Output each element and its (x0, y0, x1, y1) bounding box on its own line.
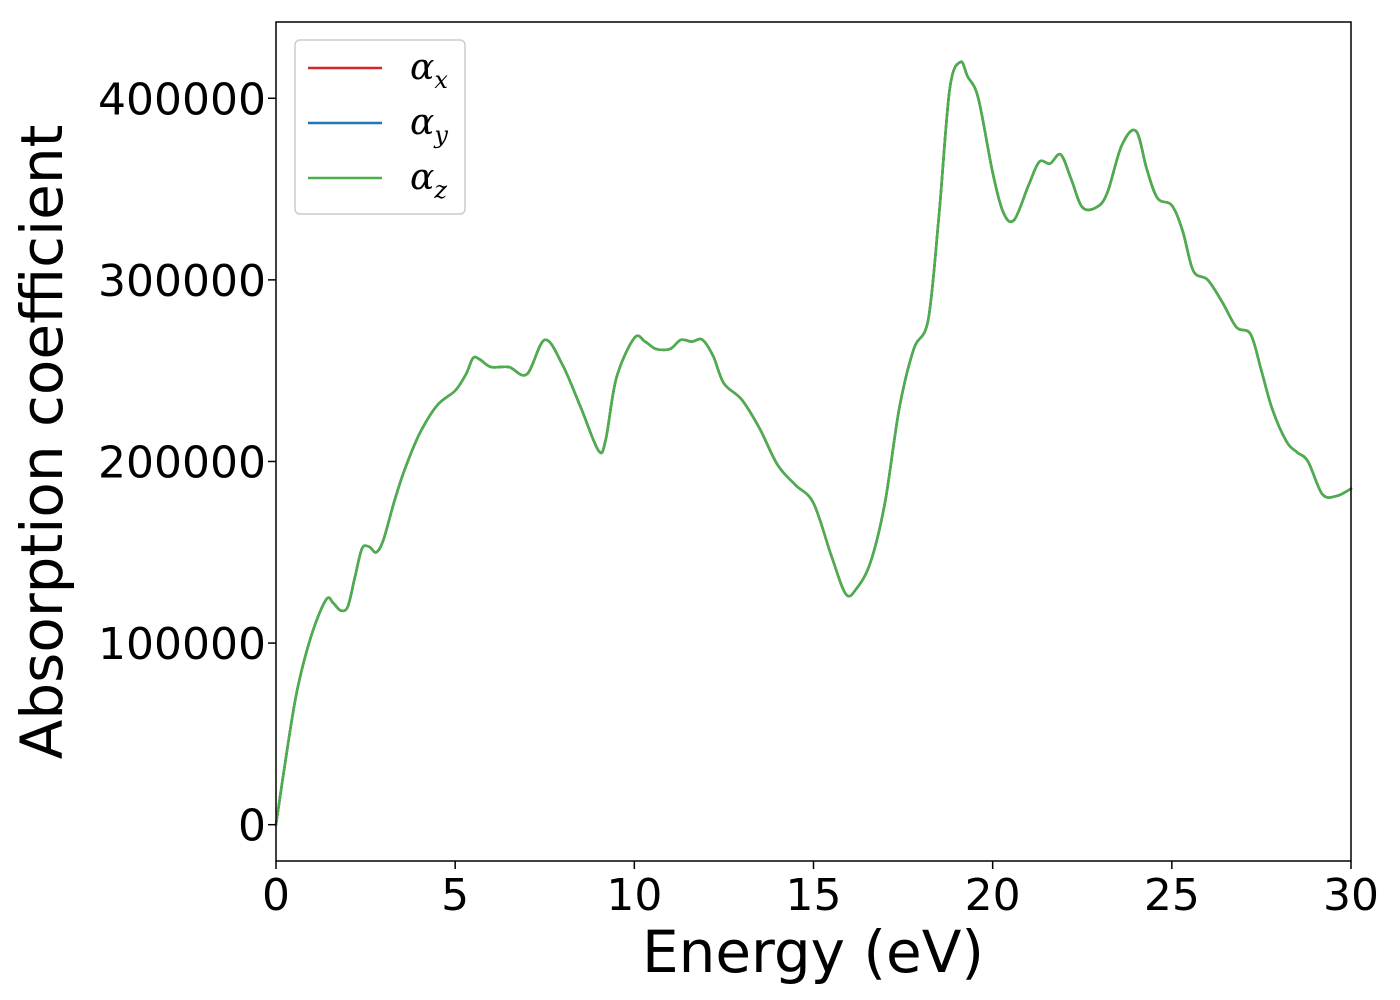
legend-label-x: αx (410, 47, 448, 94)
legend-frame (294, 39, 466, 215)
x-tick-label: 15 (786, 870, 842, 921)
x-tick-label: 10 (606, 870, 662, 921)
x-tick-label: 30 (1323, 870, 1379, 921)
x-tick-label: 5 (441, 870, 469, 921)
x-tick-label: 0 (262, 870, 290, 921)
x-tick-label: 25 (1144, 870, 1200, 921)
y-tick-label: 100000 (98, 619, 266, 670)
y-tick-label: 0 (238, 801, 266, 852)
ticks-layer: 0 5 10 15 20 25 30 0 100000 200000 300000 400000 (98, 74, 1379, 921)
y-tick-label: 400000 (98, 74, 266, 125)
legend-label-z: αz (410, 157, 447, 204)
y-tick-label: 200000 (98, 437, 266, 488)
legend-label-y: αy (410, 102, 448, 149)
x-tick-label: 20 (965, 870, 1021, 921)
x-axis-title: Energy (eV) (642, 918, 984, 986)
y-axis-title: Absorption coefficient (8, 125, 76, 760)
y-tick-label: 300000 (98, 256, 266, 307)
legend: αx αy αz (294, 39, 466, 215)
series-layer (274, 60, 1353, 826)
series-line-z (274, 60, 1353, 826)
